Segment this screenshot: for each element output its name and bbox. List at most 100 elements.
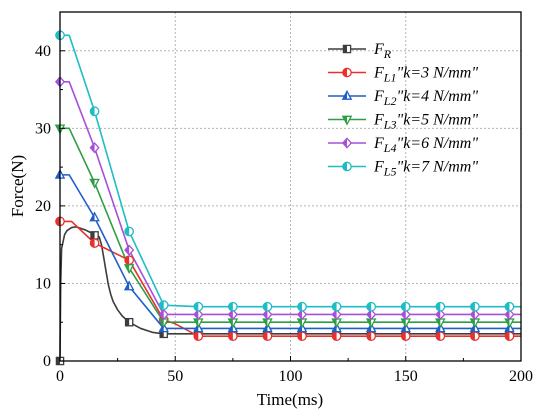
legend-label-parameter: "k=6 N/mm" [396, 135, 478, 152]
series-5-marker [262, 301, 273, 312]
marker-fill [342, 116, 347, 125]
marker-fill [436, 309, 441, 320]
series-1-marker [297, 331, 307, 342]
marker-fill [228, 331, 233, 341]
legend-marker-5 [342, 161, 352, 172]
marker-fill [124, 245, 130, 255]
series-4-marker [296, 308, 308, 321]
series-1-marker [262, 331, 273, 342]
marker-fill [124, 255, 130, 265]
marker-fill [125, 318, 130, 326]
marker-fill [90, 238, 95, 248]
marker-fill [55, 170, 60, 179]
legend-label-parameter: "k=7 N/mm" [396, 159, 478, 176]
marker-fill [228, 323, 233, 332]
legend-marker-3 [341, 115, 353, 126]
series-line-2 [60, 174, 521, 330]
series-4-marker [227, 308, 238, 321]
marker-fill [263, 302, 268, 311]
series-4-marker [366, 308, 377, 321]
series-5-marker [228, 301, 238, 312]
marker-fill [436, 319, 441, 327]
marker-fill [332, 302, 337, 311]
y-tick-label: 20 [35, 198, 51, 215]
x-axis-label: Time(ms) [257, 390, 323, 409]
legend-label-5: FL5"k=7 N/mm" [373, 159, 478, 179]
series-5-marker [400, 301, 411, 312]
series-5-marker [331, 301, 342, 312]
marker-fill [90, 231, 95, 239]
series-line-4 [60, 81, 521, 316]
marker-fill [332, 319, 337, 327]
legend-label-main: F [373, 88, 384, 105]
marker-fill [436, 302, 441, 311]
marker-fill [55, 125, 60, 134]
series-1-marker [193, 331, 204, 342]
marker-fill [90, 212, 95, 221]
y-tick-label: 10 [35, 275, 51, 292]
legend-label-parameter: "k=3 N/mm" [396, 65, 478, 82]
series-3-marker [123, 264, 135, 275]
series-4-marker [331, 308, 342, 321]
marker-fill [470, 302, 475, 311]
series-line-5 [60, 34, 521, 308]
marker-fill [366, 331, 372, 341]
marker-fill [56, 357, 60, 365]
marker-fill [401, 331, 406, 341]
legend-label-2: FL2"k=4 N/mm" [373, 88, 478, 108]
marker-fill [401, 309, 406, 320]
marker-fill [263, 331, 268, 341]
series-4-marker [124, 244, 135, 256]
marker-fill [342, 162, 347, 171]
series-1-marker [89, 238, 100, 248]
series-5-marker [193, 301, 204, 312]
marker-fill [505, 309, 510, 320]
marker-fill [194, 302, 199, 311]
legend-label-main: F [373, 159, 384, 176]
series-markers [54, 30, 515, 366]
legend-marker-4 [341, 137, 353, 149]
marker-fill [55, 31, 60, 40]
marker-fill [505, 319, 510, 327]
series-4-marker [435, 308, 446, 321]
marker-fill [159, 319, 164, 327]
y-tick-label: 30 [35, 120, 51, 137]
legend-label-subscript: L3 [383, 118, 397, 132]
marker-fill [124, 227, 130, 236]
legend-label-subscript: L2 [383, 94, 397, 108]
y-axis-label: Force(N) [8, 155, 27, 217]
x-tick-label: 200 [509, 368, 533, 385]
marker-fill [342, 138, 347, 148]
marker-fill [124, 281, 130, 290]
x-tick-label: 150 [394, 368, 418, 385]
marker-fill [194, 309, 199, 320]
marker-fill [401, 302, 406, 311]
series-5-marker [366, 301, 377, 312]
marker-fill [228, 309, 233, 320]
marker-fill [297, 309, 303, 320]
marker-fill [470, 309, 475, 320]
series-1-marker [435, 331, 446, 342]
marker-fill [263, 319, 268, 327]
marker-fill [342, 68, 347, 77]
legend-label-subscript: L4 [383, 141, 397, 155]
marker-fill [124, 264, 130, 273]
marker-fill [470, 331, 475, 341]
marker-fill [90, 143, 95, 153]
series-4-marker [158, 308, 169, 321]
series-1-marker [504, 331, 515, 342]
series-4-marker [469, 308, 480, 321]
marker-fill [297, 302, 303, 311]
legend-label-subscript: R [383, 47, 392, 61]
legend-label-parameter: "k=4 N/mm" [396, 88, 478, 105]
legend-label-subscript: L1 [383, 71, 397, 85]
series-5-marker [435, 301, 446, 312]
marker-fill [228, 302, 233, 311]
marker-fill [194, 331, 199, 341]
marker-fill [159, 309, 164, 320]
marker-fill [228, 319, 233, 327]
series-5-marker [89, 106, 100, 117]
grid-lines [60, 12, 521, 361]
series-line-3 [60, 127, 521, 324]
